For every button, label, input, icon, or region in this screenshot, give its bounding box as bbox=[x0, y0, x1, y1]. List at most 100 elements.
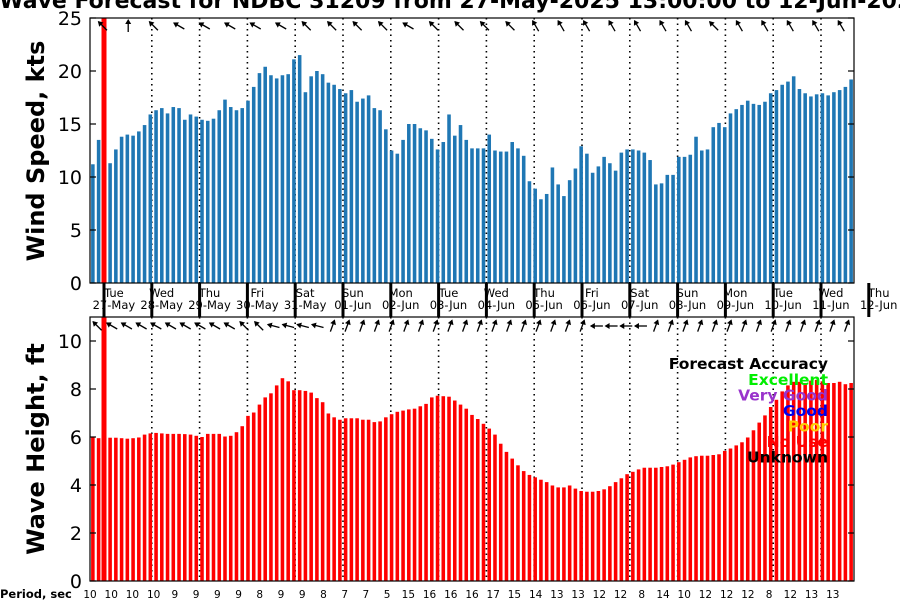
wave-bar bbox=[481, 423, 486, 581]
date-label: 30-May bbox=[236, 298, 279, 312]
arrow-head bbox=[491, 319, 498, 326]
arrow-head bbox=[105, 322, 112, 328]
wave-direction-arrow bbox=[564, 319, 572, 332]
wind-bar bbox=[320, 74, 325, 284]
wave-bar bbox=[814, 379, 819, 581]
wave-bar bbox=[470, 414, 474, 581]
wind-direction-arrow bbox=[557, 19, 565, 32]
date-label: 27-May bbox=[93, 298, 136, 312]
legend-item: Excellent bbox=[748, 371, 828, 389]
arrow-head bbox=[249, 22, 256, 28]
wind-bar bbox=[751, 103, 756, 283]
wind-bar bbox=[579, 146, 583, 283]
arrow-head bbox=[653, 319, 660, 326]
wind-bar bbox=[826, 95, 830, 283]
wave-direction-arrow bbox=[652, 319, 660, 332]
period-value: 14 bbox=[656, 589, 670, 600]
wind-bar bbox=[424, 130, 428, 283]
wave-bar bbox=[194, 435, 199, 581]
wave-direction-arrow bbox=[359, 319, 366, 332]
y-axis-label: Wave Height, ft bbox=[22, 343, 50, 555]
wind-bar bbox=[91, 164, 95, 283]
wind-direction-arrow bbox=[148, 21, 159, 31]
wave-direction-arrow bbox=[589, 323, 603, 329]
y-tick-label: 6 bbox=[70, 427, 82, 449]
wave-direction-arrow bbox=[194, 322, 206, 330]
wind-bar bbox=[470, 148, 474, 283]
period-value: 12 bbox=[699, 589, 712, 600]
period-values: 10 10 10 10 9 9 9 9 8 9 9 8 7 7 5 15 16 16 16 17 15 14 13 13 12 1… bbox=[83, 589, 839, 600]
wave-bar bbox=[452, 400, 457, 581]
arrow-head bbox=[377, 21, 384, 27]
wave-direction-arrow bbox=[179, 322, 192, 330]
wave-direction-arrow bbox=[604, 323, 618, 329]
arrow-head bbox=[403, 319, 410, 326]
arrow-head bbox=[697, 319, 704, 326]
wind-bar bbox=[430, 138, 434, 283]
wave-bar bbox=[309, 392, 313, 581]
wave-direction-arrow bbox=[388, 319, 395, 332]
wave-direction-arrow bbox=[785, 319, 792, 332]
wind-bar bbox=[395, 153, 400, 283]
arrow-head bbox=[565, 319, 572, 326]
wind-bar bbox=[837, 90, 842, 283]
arrow-head bbox=[326, 21, 333, 27]
date-label: 10-Jun bbox=[764, 298, 801, 312]
wave-bar bbox=[475, 419, 480, 581]
wave-bar bbox=[183, 434, 187, 581]
wave-bar bbox=[722, 450, 727, 581]
period-value: 8 bbox=[766, 589, 773, 600]
arrow-head bbox=[608, 19, 614, 26]
wave-bar bbox=[654, 467, 658, 581]
plot-frame bbox=[89, 17, 855, 284]
legend-item: No Use bbox=[767, 433, 828, 451]
wave-bar bbox=[372, 422, 377, 581]
wave-direction-arrow bbox=[770, 319, 777, 332]
wind-bar bbox=[108, 163, 112, 283]
wave-bar bbox=[487, 428, 492, 581]
wind-bar bbox=[849, 79, 853, 283]
wave-bar bbox=[418, 406, 423, 581]
wave-direction-arrow bbox=[814, 319, 821, 332]
arrow-head bbox=[815, 319, 821, 326]
wind-bar bbox=[228, 107, 233, 283]
arrow-head bbox=[428, 21, 435, 27]
wind-bar bbox=[780, 84, 784, 283]
wind-bar bbox=[263, 66, 267, 283]
wind-bar bbox=[349, 90, 354, 283]
date-label: 31-May bbox=[284, 298, 327, 312]
wave-bar bbox=[682, 459, 687, 581]
wind-bar bbox=[619, 152, 624, 283]
arrow-head bbox=[125, 19, 132, 24]
wind-bar bbox=[200, 119, 204, 283]
wind-bar bbox=[142, 125, 147, 283]
arrow-head bbox=[521, 319, 527, 326]
wave-direction-arrow bbox=[135, 322, 147, 330]
wave-bar bbox=[567, 485, 572, 581]
wave-bar bbox=[269, 393, 273, 581]
wave-direction-arrow bbox=[461, 319, 469, 332]
date-label: 28-May bbox=[140, 298, 183, 312]
legend-title: Forecast Accuracy bbox=[669, 355, 828, 373]
arrow-head bbox=[771, 319, 777, 326]
wave-bar bbox=[160, 433, 164, 581]
wind-bar bbox=[183, 119, 187, 283]
arrow-head bbox=[557, 19, 563, 26]
arrow-head bbox=[604, 323, 610, 329]
wind-direction-arrow bbox=[377, 21, 388, 31]
wind-bar bbox=[608, 163, 612, 283]
wave-direction-arrow bbox=[417, 319, 425, 332]
wave-bar bbox=[315, 398, 319, 581]
arrow-head bbox=[477, 319, 483, 326]
period-value: 16 bbox=[423, 589, 437, 600]
wind-bar bbox=[171, 107, 176, 283]
wave-bar bbox=[251, 412, 256, 581]
arrow-head bbox=[708, 21, 715, 27]
wave-bar bbox=[108, 437, 112, 581]
wind-direction-arrow bbox=[735, 19, 743, 32]
wind-bar bbox=[240, 108, 245, 283]
wave-direction-arrow bbox=[711, 319, 718, 332]
period-value: 13 bbox=[571, 589, 584, 600]
period-value: 12 bbox=[593, 589, 606, 600]
wind-direction-arrow bbox=[402, 22, 414, 30]
